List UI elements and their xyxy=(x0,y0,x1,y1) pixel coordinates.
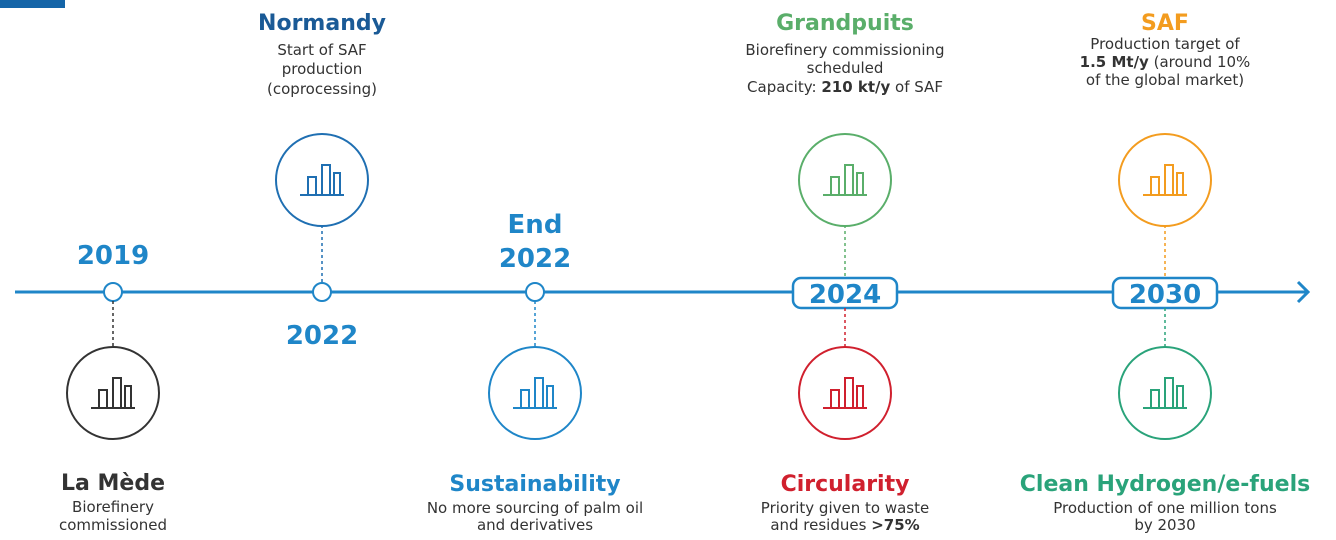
text-segment: Production target of xyxy=(1090,35,1240,53)
node xyxy=(103,282,123,302)
icon xyxy=(1143,377,1187,409)
icon xyxy=(300,164,344,196)
card-line: by 2030 xyxy=(1134,516,1195,534)
card-line: Biorefinery xyxy=(72,498,154,516)
card-line: production xyxy=(282,60,363,78)
node xyxy=(312,282,332,302)
year-label: 2019 xyxy=(77,241,149,271)
text-segment: of SAF xyxy=(890,78,943,96)
card-title: Circularity xyxy=(781,472,910,497)
text-segment: and residues xyxy=(770,516,871,534)
card-line: commissioned xyxy=(59,516,167,534)
icon xyxy=(513,377,557,409)
card-line: Priority given to waste xyxy=(761,499,929,517)
year-label: 2024 xyxy=(809,280,881,310)
text-segment: scheduled xyxy=(807,59,884,77)
bold-segment: 1.5 Mt/y xyxy=(1080,53,1149,71)
icon xyxy=(823,164,867,196)
text-segment: No more sourcing of palm oil xyxy=(427,499,643,517)
axis-arrow xyxy=(1296,280,1311,304)
text-segment: Priority given to waste xyxy=(761,499,929,517)
card-line: 1.5 Mt/y (around 10% xyxy=(1080,53,1251,71)
text-segment: Capacity: xyxy=(747,78,821,96)
card-line: Start of SAF xyxy=(277,41,366,59)
text-segment: (around 10% xyxy=(1149,53,1250,71)
corner-tab xyxy=(0,0,65,8)
year-label: 2022 xyxy=(286,321,358,351)
icon xyxy=(91,377,135,409)
card-title: Sustainability xyxy=(449,472,620,497)
card-title: SAF xyxy=(1141,11,1189,36)
card-line: Biorefinery commissioning xyxy=(745,41,944,59)
card-line: Production of one million tons xyxy=(1053,499,1277,517)
bold-segment: >75% xyxy=(871,516,919,534)
node xyxy=(525,282,545,302)
icon xyxy=(1143,164,1187,196)
text-segment: Start of SAF xyxy=(277,41,366,59)
text-segment: and derivatives xyxy=(477,516,593,534)
text-segment: by 2030 xyxy=(1134,516,1195,534)
year-label: 2030 xyxy=(1129,280,1201,310)
card-line: of the global market) xyxy=(1086,71,1244,89)
text-segment: Biorefinery xyxy=(72,498,154,516)
card-title: Normandy xyxy=(258,11,386,36)
text-segment: (coprocessing) xyxy=(267,80,377,98)
card-line: Capacity: 210 kt/y of SAF xyxy=(747,78,943,96)
year-label: 2022 xyxy=(499,244,571,274)
text-segment: Biorefinery commissioning xyxy=(745,41,944,59)
text-segment: production xyxy=(282,60,363,78)
card-title: Clean Hydrogen/e-fuels xyxy=(1020,472,1310,497)
card-line: and residues >75% xyxy=(770,516,919,534)
text-segment: of the global market) xyxy=(1086,71,1244,89)
text-segment: Production of one million tons xyxy=(1053,499,1277,517)
card-line: Production target of xyxy=(1090,35,1240,53)
year-label: End xyxy=(508,210,563,240)
card-title: Grandpuits xyxy=(776,11,914,36)
card-line: scheduled xyxy=(807,59,884,77)
bold-segment: 210 kt/y xyxy=(821,78,890,96)
text-segment: commissioned xyxy=(59,516,167,534)
icon xyxy=(823,377,867,409)
card-title: La Mède xyxy=(61,471,165,496)
card-line: and derivatives xyxy=(477,516,593,534)
card-line: (coprocessing) xyxy=(267,80,377,98)
card-line: No more sourcing of palm oil xyxy=(427,499,643,517)
